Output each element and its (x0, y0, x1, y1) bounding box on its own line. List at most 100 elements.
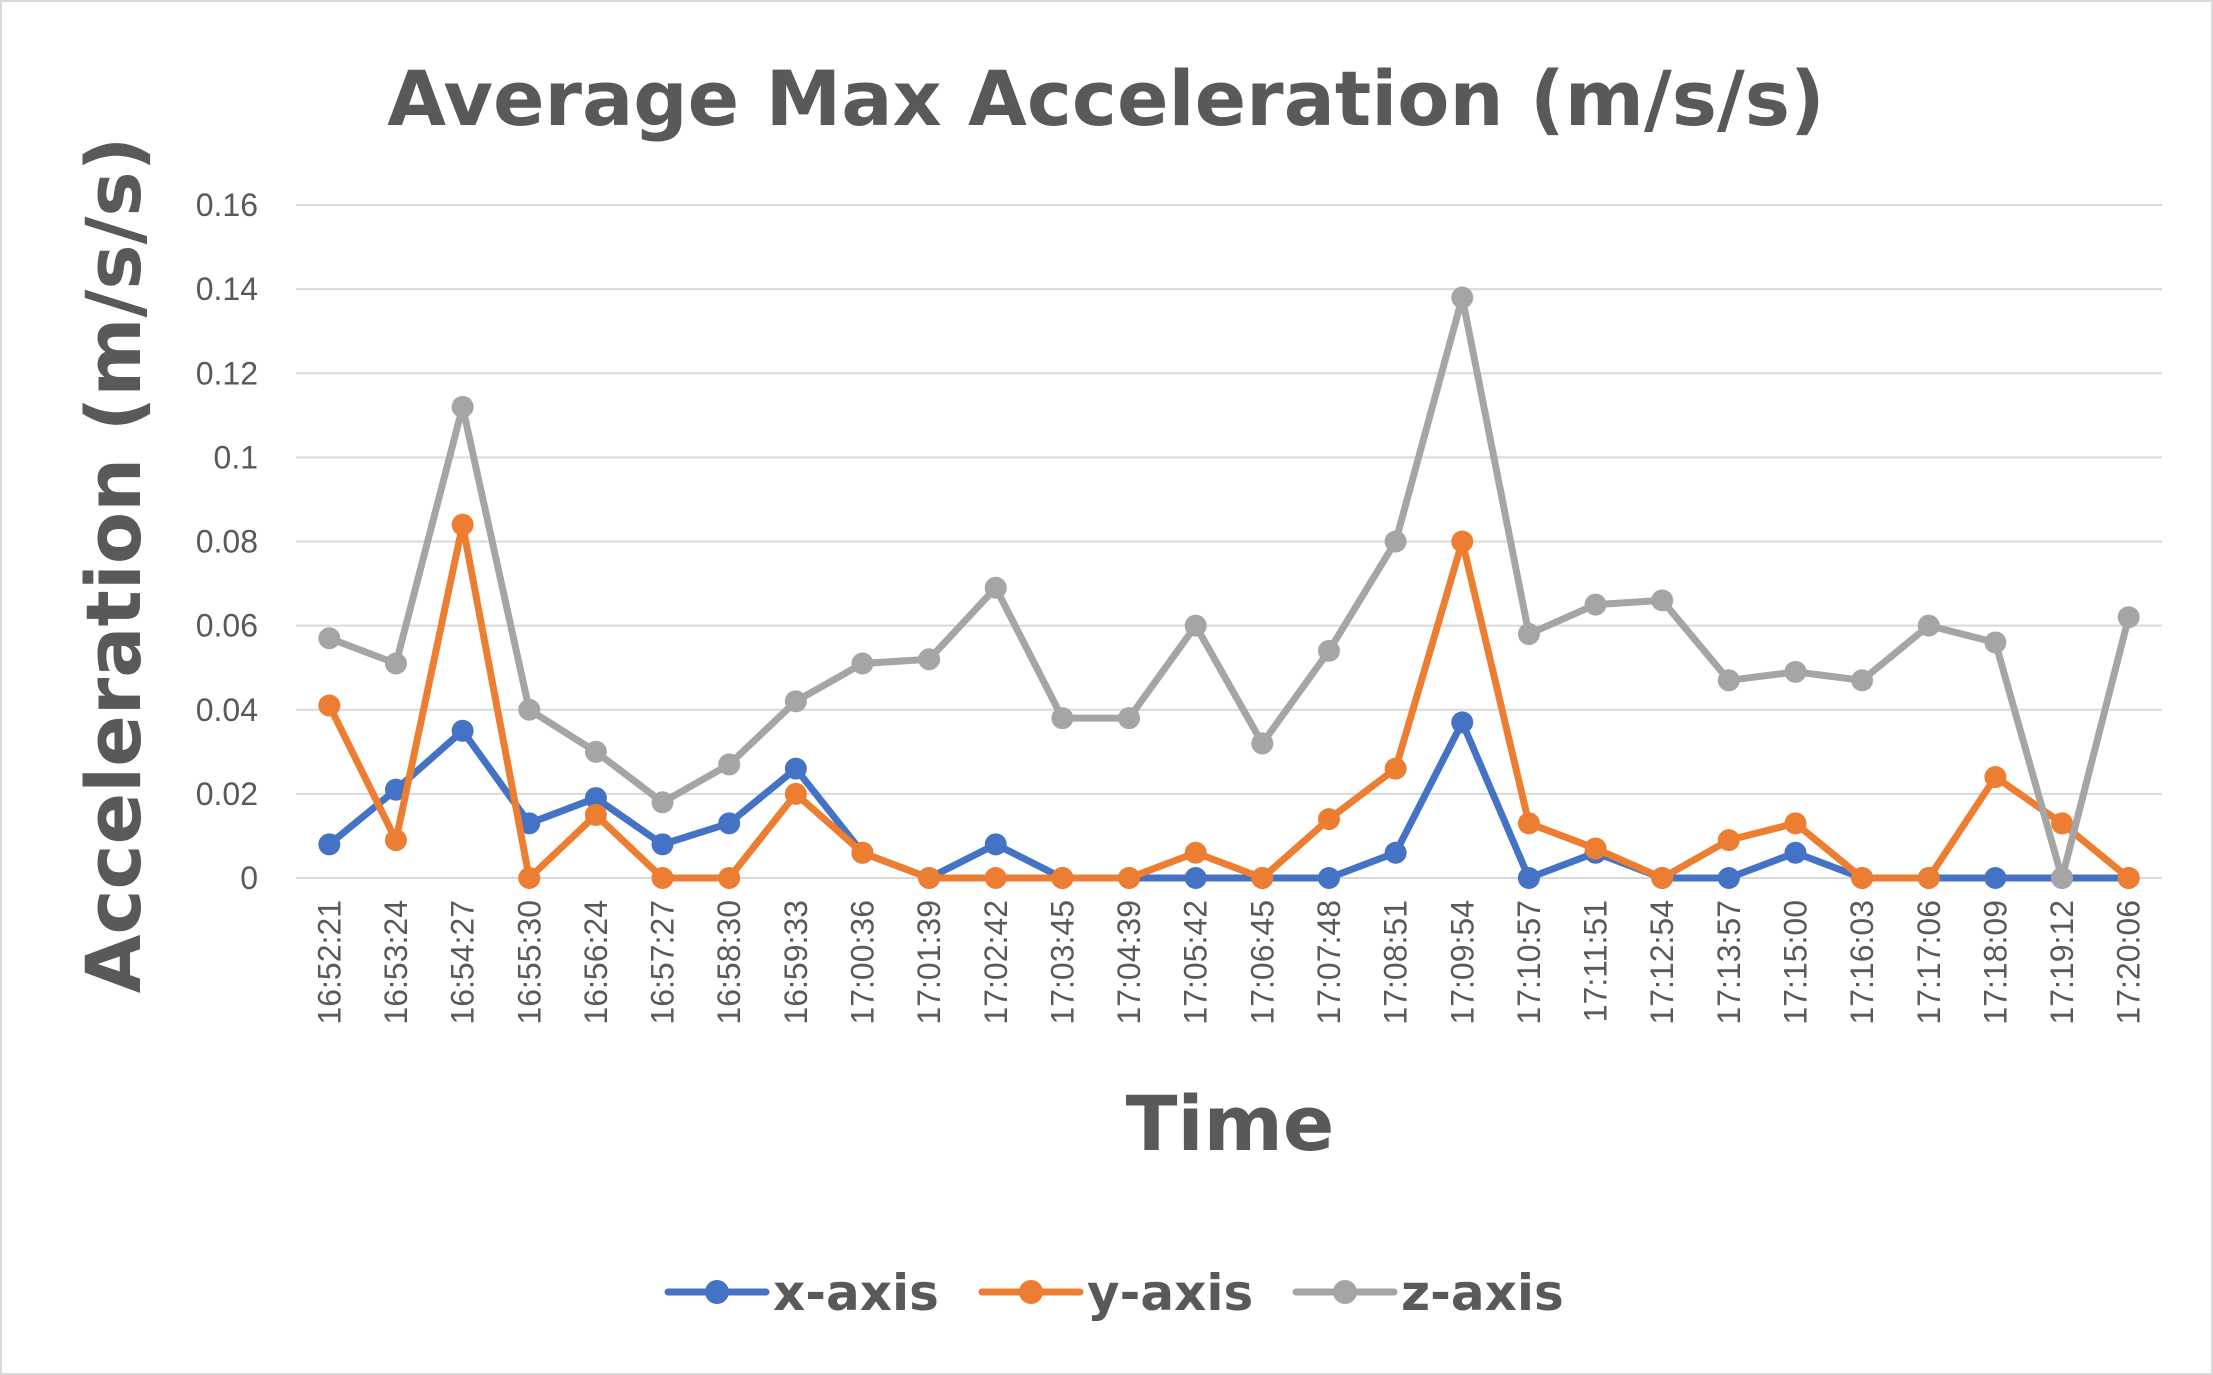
data-point (384, 829, 407, 852)
data-point (1118, 707, 1141, 730)
data-point (918, 867, 941, 889)
x-tick-label: 16:58:30 (711, 900, 747, 1025)
data-point (984, 867, 1007, 889)
data-point (1584, 837, 1607, 860)
x-tick-label: 16:59:33 (778, 900, 814, 1025)
x-tick-label: 16:52:21 (311, 900, 347, 1025)
data-point (1784, 841, 1807, 864)
x-tick-label: 16:53:24 (378, 900, 414, 1025)
data-point (1851, 669, 1874, 692)
data-point (518, 867, 541, 889)
x-tick-label: 17:05:42 (1178, 900, 1214, 1025)
data-point (1784, 812, 1807, 835)
data-point (318, 694, 341, 717)
data-point (1717, 867, 1740, 889)
data-point (784, 782, 807, 805)
x-axis-title: Time (1126, 1079, 1335, 1168)
data-point (384, 778, 407, 801)
y-tick-label: 0.06 (196, 608, 258, 644)
y-tick-label: 0.16 (196, 187, 258, 223)
x-tick-label: 17:17:06 (1911, 900, 1947, 1025)
data-point (584, 740, 607, 763)
data-point (1517, 812, 1540, 835)
x-tick-label: 17:11:51 (1578, 900, 1614, 1022)
data-point (1051, 867, 1074, 889)
legend-label: x-axis (773, 1264, 939, 1322)
x-tick-label: 17:06:45 (1244, 900, 1280, 1025)
data-point (1651, 589, 1674, 612)
data-point (1917, 614, 1940, 637)
legend-item-z-axis: z-axis (1292, 1264, 1564, 1322)
data-point (1917, 867, 1940, 889)
series-y-axis (318, 513, 2140, 889)
legend: x-axis y-axis z-axis (664, 1264, 1564, 1322)
data-point (1251, 732, 1274, 755)
legend-swatch-marker (1019, 1280, 1043, 1304)
data-point (718, 812, 741, 835)
legend-swatch-marker (1333, 1280, 1357, 1304)
y-tick-labels: 0 0.02 0.04 0.06 0.08 0.1 0.12 0.14 0.16 (196, 187, 258, 896)
data-point (651, 867, 674, 889)
data-point (1851, 867, 1874, 889)
y-tick-label: 0.08 (196, 524, 258, 560)
data-point (384, 652, 407, 675)
x-tick-label: 16:55:30 (511, 900, 547, 1025)
data-point (1984, 631, 2007, 654)
data-point (2051, 867, 2074, 889)
data-point (1051, 707, 1074, 730)
legend-label: y-axis (1087, 1264, 1253, 1322)
data-point (651, 791, 674, 814)
x-tick-label: 17:16:03 (1844, 900, 1880, 1025)
y-tick-label: 0.04 (196, 692, 258, 728)
x-tick-label: 17:09:54 (1444, 900, 1480, 1025)
legend-label: z-axis (1401, 1264, 1564, 1322)
data-point (784, 757, 807, 780)
data-point (1317, 808, 1340, 831)
data-point (1251, 867, 1274, 889)
data-point (1184, 614, 1207, 637)
x-tick-label: 17:18:09 (1977, 900, 2013, 1025)
data-point (1717, 829, 1740, 852)
x-tick-label: 17:10:57 (1511, 900, 1547, 1025)
x-tick-label: 16:56:24 (578, 900, 614, 1025)
x-tick-label: 17:02:42 (978, 900, 1014, 1025)
data-point (1118, 867, 1141, 889)
series-group (318, 286, 2140, 889)
y-tick-label: 0.14 (196, 271, 258, 307)
data-point (451, 395, 474, 418)
x-tick-label: 16:57:27 (645, 900, 681, 1025)
data-point (318, 833, 341, 856)
data-point (1317, 867, 1340, 889)
chart-title: Average Max Acceleration (m/s/s) (387, 54, 1824, 143)
data-point (584, 787, 607, 810)
data-point (851, 652, 874, 675)
data-point (984, 833, 1007, 856)
x-tick-label: 17:07:48 (1311, 900, 1347, 1025)
data-point (518, 698, 541, 721)
data-point (1384, 530, 1407, 553)
data-point (1784, 660, 1807, 683)
x-tick-label: 17:20:06 (2111, 900, 2147, 1025)
data-point (1451, 530, 1474, 553)
data-point (2051, 812, 2074, 835)
data-point (1717, 669, 1740, 692)
series-line (325, 294, 2133, 882)
data-point (1984, 766, 2007, 789)
y-tick-label: 0.02 (196, 776, 258, 812)
x-tick-label: 17:00:36 (844, 900, 880, 1025)
series-line (325, 718, 2133, 882)
data-point (1984, 867, 2007, 889)
data-point (2117, 606, 2140, 629)
x-tick-label: 17:04:39 (1111, 900, 1147, 1025)
legend-swatch-marker (705, 1280, 729, 1304)
data-point (718, 753, 741, 776)
data-point (584, 803, 607, 826)
data-point (518, 812, 541, 835)
data-point (1184, 841, 1207, 864)
data-point (1517, 867, 1540, 889)
data-point (984, 576, 1007, 599)
series-line (325, 521, 2133, 882)
x-tick-label: 17:03:45 (1044, 900, 1080, 1025)
